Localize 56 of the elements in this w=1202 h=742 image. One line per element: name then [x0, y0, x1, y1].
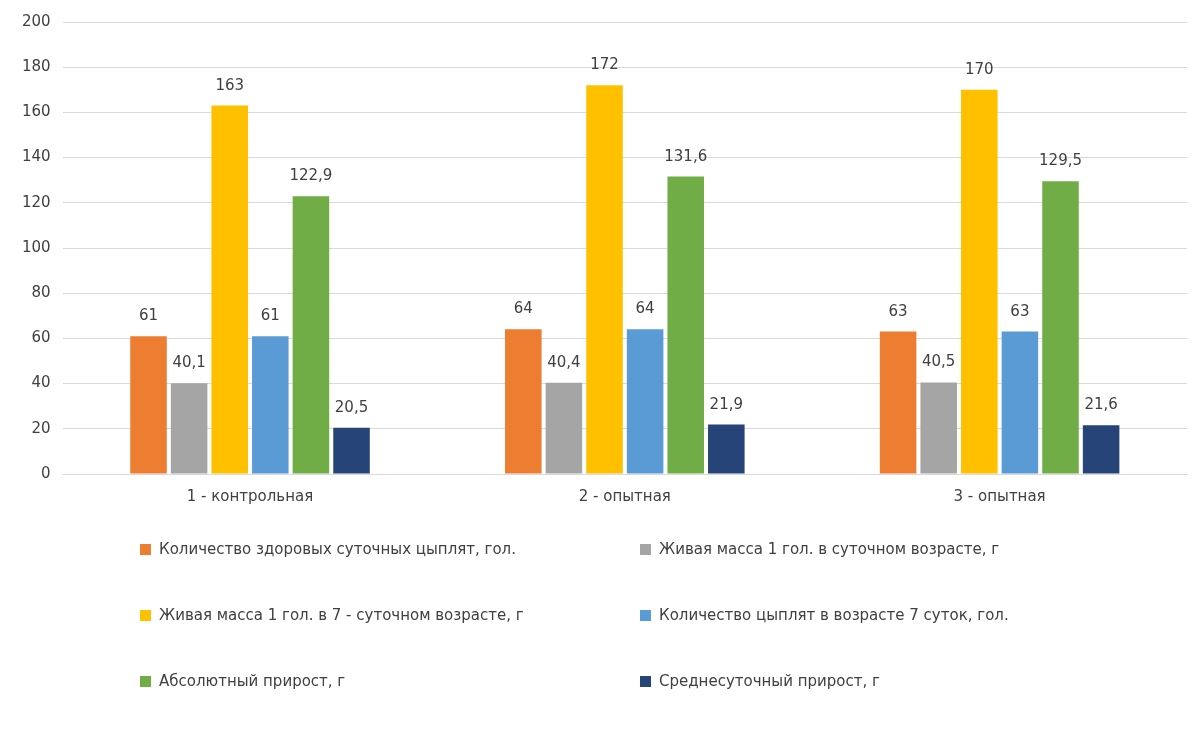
- data-label: 129,5: [1039, 151, 1082, 170]
- data-label: 40,4: [547, 352, 581, 371]
- bar: [211, 105, 248, 474]
- bar: [920, 382, 957, 474]
- bar: [708, 424, 745, 474]
- y-tick-label: 80: [31, 283, 51, 302]
- data-label: 163: [215, 75, 245, 94]
- y-tick-label: 20: [31, 418, 51, 437]
- x-tick-label: 3 - опытная: [953, 486, 1046, 505]
- bar: [879, 331, 917, 474]
- bar: [130, 336, 167, 474]
- data-label: 40,5: [922, 352, 956, 371]
- data-label: 61: [260, 306, 280, 325]
- bar: [252, 336, 289, 474]
- y-tick-label: 160: [21, 102, 51, 121]
- legend-label: Живая масса 1 гол. в 7 - суточном возрасте, г: [159, 606, 524, 624]
- bar: [961, 89, 998, 474]
- data-label: 64: [635, 299, 655, 318]
- data-label: 61: [138, 306, 159, 325]
- y-tick-label: 200: [21, 11, 51, 30]
- legend-label: Абсолютный прирост, г: [159, 672, 346, 690]
- x-tick-label: 1 - контрольная: [186, 486, 314, 505]
- data-label: 21,6: [1084, 395, 1118, 414]
- y-tick-label: 0: [41, 463, 51, 482]
- legend-label: Среднесуточный прирост, г: [659, 672, 880, 690]
- bar: [1082, 425, 1120, 474]
- data-label: 63: [888, 301, 908, 320]
- y-tick-label: 180: [21, 57, 51, 76]
- bar: [586, 85, 623, 474]
- y-tick-label: 100: [21, 237, 51, 256]
- y-tick-label: 60: [31, 328, 51, 347]
- bar: [1042, 181, 1079, 474]
- data-label: 170: [964, 59, 994, 78]
- legend-label: Количество здоровых суточных цыплят, гол.: [159, 540, 516, 558]
- y-tick-label: 140: [21, 147, 51, 166]
- data-label: 63: [1010, 301, 1030, 320]
- bar: [505, 329, 542, 474]
- bar: [333, 427, 370, 474]
- data-label: 131,6: [664, 146, 708, 165]
- bar: [292, 196, 330, 474]
- bar: [667, 176, 704, 474]
- x-tick-label: 2 - опытная: [578, 486, 671, 505]
- data-label: 172: [590, 55, 619, 74]
- legend-label: Количество цыплят в возрасте 7 суток, гол.: [659, 606, 1009, 624]
- bar: [626, 329, 664, 474]
- bar: [1001, 331, 1039, 474]
- data-label: 20,5: [334, 397, 369, 416]
- data-label: 40,1: [172, 353, 206, 372]
- bar: [170, 383, 208, 474]
- y-tick-label: 120: [21, 192, 51, 211]
- bar: [545, 382, 583, 474]
- data-label: 122,9: [289, 166, 333, 185]
- data-label: 64: [513, 299, 533, 318]
- legend-label: Живая масса 1 гол. в суточном возрасте, г: [659, 540, 1000, 558]
- data-label: 21,9: [709, 394, 744, 413]
- y-tick-label: 40: [31, 373, 51, 392]
